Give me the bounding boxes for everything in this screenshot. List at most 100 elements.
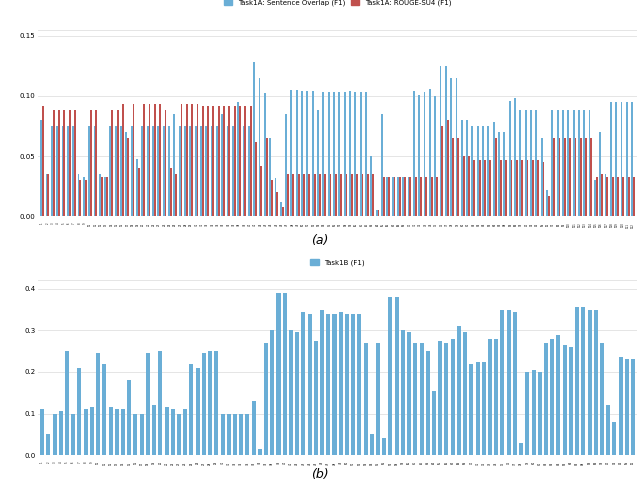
- Bar: [500, 309, 504, 455]
- Bar: [173, 114, 175, 216]
- Bar: [477, 126, 479, 216]
- Bar: [196, 104, 198, 216]
- Bar: [415, 177, 417, 216]
- Bar: [189, 364, 193, 455]
- Bar: [457, 326, 461, 455]
- Bar: [504, 132, 506, 216]
- Bar: [458, 138, 460, 216]
- Bar: [346, 174, 348, 216]
- Bar: [84, 180, 86, 216]
- Bar: [461, 120, 463, 216]
- Bar: [68, 110, 70, 216]
- Bar: [583, 110, 585, 216]
- Bar: [312, 91, 314, 216]
- Bar: [434, 96, 436, 216]
- Bar: [56, 126, 58, 216]
- Bar: [245, 413, 250, 455]
- Bar: [164, 407, 168, 455]
- Bar: [631, 102, 633, 216]
- Bar: [557, 110, 559, 216]
- Bar: [553, 138, 555, 216]
- Bar: [72, 126, 74, 216]
- Bar: [527, 160, 529, 216]
- Bar: [301, 311, 305, 455]
- Bar: [93, 126, 95, 216]
- Bar: [116, 110, 118, 216]
- Bar: [335, 174, 337, 216]
- Bar: [469, 364, 474, 455]
- Bar: [133, 413, 138, 455]
- Bar: [83, 177, 84, 216]
- Bar: [551, 110, 553, 216]
- Bar: [324, 174, 326, 216]
- Bar: [46, 434, 51, 455]
- Bar: [266, 138, 268, 216]
- Bar: [195, 126, 196, 216]
- Bar: [207, 105, 209, 216]
- Bar: [260, 166, 262, 216]
- Bar: [431, 177, 433, 216]
- Bar: [538, 372, 542, 455]
- Bar: [283, 293, 287, 455]
- Bar: [355, 92, 356, 216]
- Bar: [104, 177, 106, 216]
- Bar: [314, 174, 316, 216]
- Bar: [581, 308, 586, 455]
- Bar: [152, 405, 156, 455]
- Bar: [525, 372, 529, 455]
- Bar: [399, 177, 401, 216]
- Bar: [367, 174, 369, 216]
- Bar: [575, 138, 577, 216]
- Bar: [498, 132, 500, 216]
- Bar: [530, 110, 532, 216]
- Bar: [351, 174, 353, 216]
- Bar: [52, 413, 56, 455]
- Bar: [295, 333, 299, 455]
- Bar: [255, 142, 257, 216]
- Bar: [452, 138, 454, 216]
- Bar: [42, 105, 44, 216]
- Bar: [136, 158, 138, 216]
- Bar: [291, 90, 292, 216]
- Bar: [615, 102, 617, 216]
- Bar: [601, 174, 603, 216]
- Bar: [365, 92, 367, 216]
- Text: (b): (b): [311, 468, 329, 481]
- Bar: [212, 105, 214, 216]
- Bar: [610, 102, 612, 216]
- Bar: [580, 138, 582, 216]
- Legend: Task1B (F1): Task1B (F1): [310, 259, 365, 266]
- Bar: [429, 89, 431, 216]
- Bar: [228, 105, 230, 216]
- Bar: [426, 351, 430, 455]
- Bar: [271, 180, 273, 216]
- Bar: [243, 126, 244, 216]
- Bar: [372, 174, 374, 216]
- Bar: [376, 343, 380, 455]
- Bar: [186, 104, 188, 216]
- Bar: [578, 110, 580, 216]
- Bar: [163, 126, 164, 216]
- Bar: [65, 351, 69, 455]
- Bar: [100, 177, 102, 216]
- Bar: [202, 105, 204, 216]
- Bar: [440, 66, 442, 216]
- Bar: [148, 104, 150, 216]
- Bar: [567, 110, 569, 216]
- Bar: [45, 174, 47, 216]
- Bar: [543, 162, 545, 216]
- Bar: [282, 207, 284, 216]
- Bar: [532, 160, 534, 216]
- Bar: [292, 174, 294, 216]
- Bar: [588, 309, 591, 455]
- Bar: [214, 351, 218, 455]
- Bar: [401, 330, 405, 455]
- Bar: [589, 110, 591, 216]
- Bar: [463, 333, 467, 455]
- Bar: [332, 314, 337, 455]
- Bar: [392, 177, 394, 216]
- Bar: [532, 370, 536, 455]
- Bar: [541, 138, 543, 216]
- Bar: [482, 126, 484, 216]
- Bar: [77, 368, 81, 455]
